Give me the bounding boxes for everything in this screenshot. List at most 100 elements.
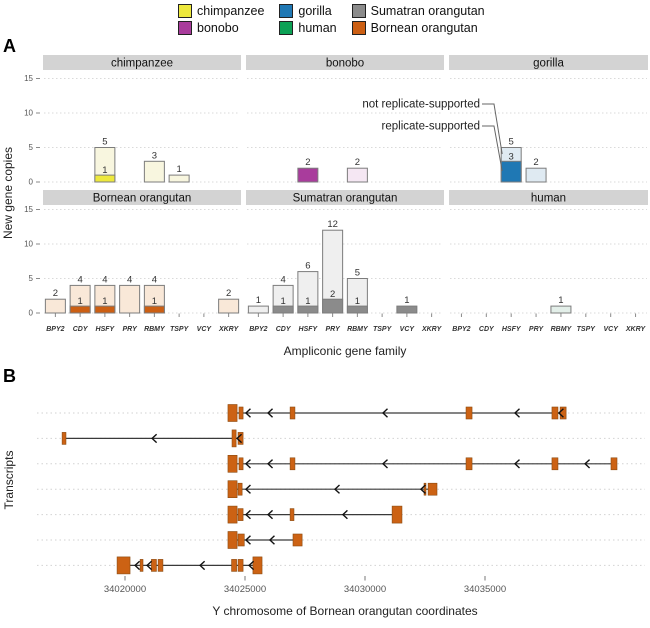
bar-total-count: 1 [404,295,409,306]
strand-arrow [333,484,340,494]
exon [237,559,244,572]
strand-arrow [557,408,564,418]
bar-total-count: 4 [152,274,157,285]
facet-title: Sumatran orangutan [293,193,398,205]
bar-supported-HSFY [297,305,319,314]
strand-arrow [248,560,255,571]
legend-item-bonobo: bonobo [178,20,264,35]
gene-family-label: XKRY [421,326,443,333]
bar-supported-count: 1 [77,296,82,307]
bar-0-RBMY [143,160,165,183]
facet-title: bonobo [326,58,364,70]
gene-family-label: BPY2 [452,326,470,333]
bar-total-count: 5 [509,137,514,148]
strand-arrow [244,459,251,469]
bar-1-RBMY [346,167,368,183]
bar-total-count: 1 [176,164,181,175]
legend-item-bornean-orangutan: Bornean orangutan [351,20,485,35]
legend-swatch-bonobo [178,20,192,35]
gene-family-label: TSPY [170,326,190,333]
bar-supported-RBMY [346,305,368,314]
bar-0-PRY [119,284,141,314]
exon [391,505,403,524]
exon [289,508,295,521]
gene-family-label: RBMY [144,326,166,333]
facet-strip [246,55,444,70]
bar-supported-HSFY [94,305,116,314]
bar-2-PRY [525,167,547,183]
bar-1-BPY2 [247,305,269,314]
legend-item-human: human [279,20,337,35]
gene-family-label: BPY2 [249,326,267,333]
bar-total-count: 2 [226,288,231,299]
exon [157,559,164,572]
bar-total-count: 4 [127,274,132,285]
facet-title: gorilla [533,58,564,70]
legend-item-gorilla: gorilla [279,3,336,18]
gene-family-label: CDY [73,326,89,333]
gene-family-label: HSFY [299,326,319,333]
strand-arrow [236,433,243,444]
exon [116,556,131,575]
exon [610,457,618,471]
bar-supported-count: 1 [355,296,360,307]
strand-arrow [199,560,206,571]
gene-family-label: TSPY [577,326,597,333]
facet-strip [449,190,648,205]
y-tick-label: 5 [29,143,34,152]
bar-0-XKRY [218,298,240,314]
bar-total-count: 1 [558,295,563,306]
bar-total-count: 2 [533,157,538,168]
panel-b-label: B [3,366,16,386]
facet-strip [43,55,241,70]
b-x-tick-label: 34030000 [344,584,386,595]
gene-family-label: CDY [479,326,495,333]
y-tick-label: 15 [24,205,33,214]
exon [423,482,427,496]
strand-arrow [419,484,426,494]
exon [227,505,238,524]
gene-family-label: RBMY [551,326,573,333]
bar-supported-CDY [69,305,91,314]
bar-total-count: 12 [327,219,338,230]
exon [427,482,438,496]
gene-family-label: TSPY [373,326,393,333]
bar-0-BPY2 [44,298,66,314]
bar-supported-RBMY [143,305,165,314]
exon [252,556,263,575]
strand-arrow [513,459,520,469]
y-tick-label: 10 [24,109,33,118]
bar-total-count: 6 [305,261,310,272]
exon [237,533,245,547]
legend-swatch-chimpanzee [178,3,192,18]
gene-family-label: PRY [122,326,138,333]
legend-swatch-sumatran-orangutan [351,3,366,18]
gene-family-label: PRY [529,326,545,333]
gene-family-label: VCY [197,326,213,333]
facet-title: chimpanzee [111,58,173,70]
strand-arrow [244,484,251,494]
annotation-supported: replicate-supported [382,121,480,133]
gene-family-label: RBMY [347,326,369,333]
strand-arrow [513,408,520,418]
gene-family-label: VCY [400,326,416,333]
bar-supported-count: 1 [102,296,107,307]
strand-arrow [267,509,274,520]
bar-2-RBMY [550,305,572,314]
facet-strip [246,190,444,205]
bar-total-count: 5 [102,137,107,148]
legend-label: Sumatran orangutan [370,3,485,18]
bar-total-count: 3 [152,150,157,161]
bar-supported-HSFY [94,174,116,183]
gene-family-label: PRY [325,326,341,333]
bar-supported-count: 1 [305,296,310,307]
exon [551,457,559,471]
strand-arrow [146,560,153,571]
facet-strip [449,55,648,70]
bar-1-HSFY [297,167,319,183]
bar-supported-count: 2 [330,289,335,300]
legend-label: human [298,20,337,35]
facet-strip [43,190,241,205]
b-x-tick-label: 34020000 [104,584,146,595]
